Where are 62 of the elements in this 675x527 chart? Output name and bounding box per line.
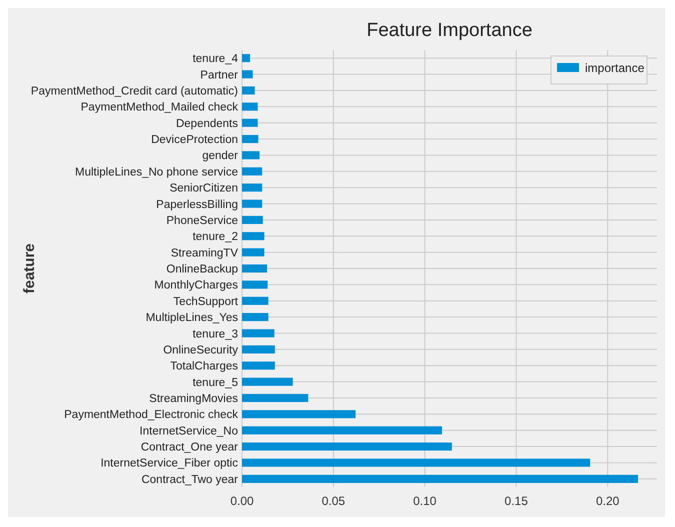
bar [242, 134, 258, 144]
bar [242, 345, 275, 354]
y-tick-label: tenure_2 [192, 231, 238, 244]
y-tick-label: InternetService_No [140, 425, 238, 438]
x-tick-label: 0.05 [322, 494, 346, 508]
y-tick-label: SeniorCitizen [170, 182, 238, 195]
bar [242, 296, 268, 305]
y-tick-label: TotalCharges [170, 360, 238, 373]
bar [242, 394, 308, 402]
bar [242, 248, 264, 256]
bar [242, 362, 275, 370]
bar [242, 232, 264, 240]
y-axis-title: feature [21, 243, 38, 294]
y-tick-label: DeviceProtection [151, 134, 238, 146]
bar [242, 70, 253, 78]
y-tick-label: Contract_One year [140, 442, 238, 454]
bar [242, 102, 258, 111]
x-tick-label: 0.10 [413, 494, 437, 508]
bar [242, 118, 258, 127]
bar [242, 86, 255, 95]
bar [242, 184, 262, 192]
bar [242, 280, 268, 289]
bar [242, 410, 356, 418]
chart-title: Feature Importance [366, 20, 532, 41]
y-tick-label: MonthlyCharges [154, 280, 238, 292]
y-tick-label: PaymentMethod_Credit card (automatic) [30, 85, 238, 98]
y-tick-label: tenure_5 [192, 376, 238, 389]
y-tick-label: MultipleLines_Yes [146, 312, 238, 324]
y-tick-label: OnlineSecurity [163, 344, 238, 356]
y-tick-label: TechSupport [173, 296, 239, 308]
y-tick-label: StreamingTV [170, 247, 238, 260]
bar [242, 151, 260, 160]
y-tick-label: MultipleLines_No phone service [74, 166, 238, 178]
y-tick-label: PaymentMethod_Electronic check [64, 409, 238, 422]
y-tick-label: PaymentMethod_Mailed check [80, 102, 238, 114]
bar [242, 200, 262, 208]
x-tick-label: 0.00 [230, 494, 254, 508]
y-tick-label: Partner [200, 69, 238, 82]
bar [242, 474, 638, 483]
bar [242, 458, 590, 467]
bar [242, 378, 293, 386]
bar [242, 264, 268, 273]
bar [242, 442, 452, 451]
bar [242, 313, 268, 322]
bar [242, 426, 442, 434]
legend-label: importance [585, 61, 645, 76]
x-tick-label: 0.15 [504, 494, 528, 508]
x-tick-label: 0.20 [596, 494, 620, 508]
y-tick-label: tenure_4 [192, 53, 239, 66]
bar [242, 216, 263, 224]
y-tick-label: PaperlessBilling [156, 198, 238, 211]
y-tick-label: Dependents [176, 118, 238, 130]
bar [242, 167, 262, 176]
y-tick-label: tenure_3 [192, 328, 238, 340]
y-tick-label: StreamingMovies [149, 393, 238, 406]
y-tick-label: PhoneService [166, 214, 238, 227]
y-tick-label: Contract_Two year [141, 474, 238, 486]
y-tick-label: OnlineBackup [166, 264, 238, 276]
bar [242, 54, 250, 62]
y-tick-label: InternetService_Fiber optic [100, 458, 238, 470]
y-tick-label: gender [202, 150, 238, 162]
bar [242, 329, 274, 338]
